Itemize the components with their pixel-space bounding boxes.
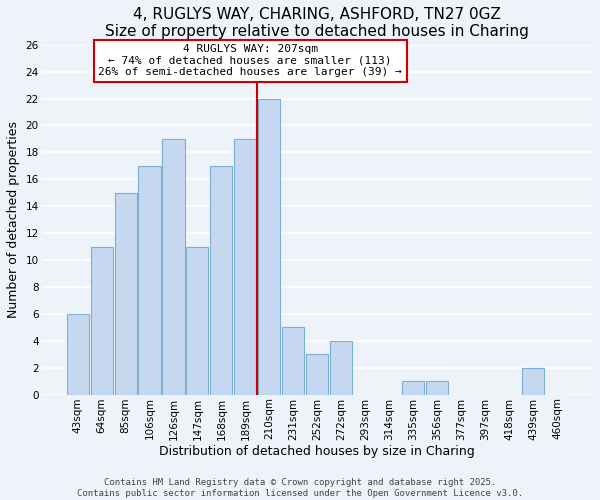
Text: 4 RUGLYS WAY: 207sqm
← 74% of detached houses are smaller (113)
26% of semi-deta: 4 RUGLYS WAY: 207sqm ← 74% of detached h… xyxy=(98,44,402,78)
Bar xyxy=(139,166,161,394)
Y-axis label: Number of detached properties: Number of detached properties xyxy=(7,121,20,318)
Bar xyxy=(115,192,137,394)
Bar xyxy=(330,341,352,394)
Text: Contains HM Land Registry data © Crown copyright and database right 2025.
Contai: Contains HM Land Registry data © Crown c… xyxy=(77,478,523,498)
Bar xyxy=(67,314,89,394)
Bar xyxy=(282,328,304,394)
Bar xyxy=(163,139,185,394)
Title: 4, RUGLYS WAY, CHARING, ASHFORD, TN27 0GZ
Size of property relative to detached : 4, RUGLYS WAY, CHARING, ASHFORD, TN27 0G… xyxy=(106,7,529,40)
Bar xyxy=(91,246,113,394)
Bar xyxy=(187,246,208,394)
X-axis label: Distribution of detached houses by size in Charing: Distribution of detached houses by size … xyxy=(160,445,475,458)
Bar xyxy=(306,354,328,395)
Bar xyxy=(426,381,448,394)
Bar xyxy=(259,98,280,395)
Bar xyxy=(235,139,256,394)
Bar xyxy=(211,166,232,394)
Bar xyxy=(402,381,424,394)
Bar xyxy=(522,368,544,394)
